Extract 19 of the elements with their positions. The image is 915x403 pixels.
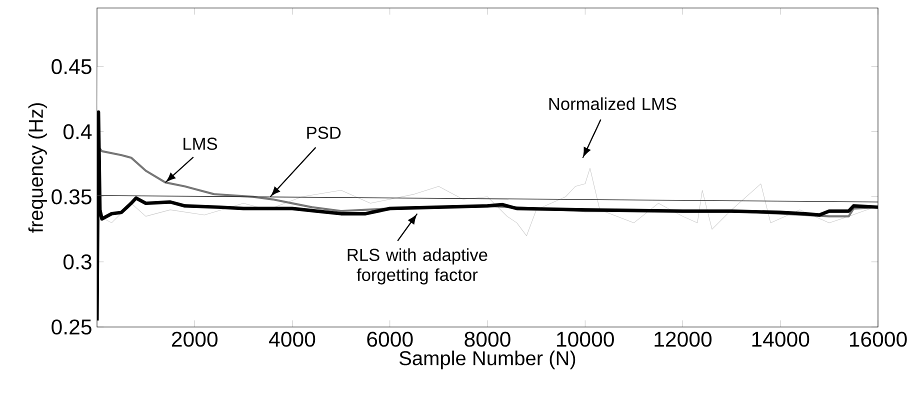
annotation: RLS with adaptive forgetting factor <box>348 248 488 284</box>
y-tick-label: 0.35 <box>52 189 92 204</box>
y-axis-title: frequency (Hz) <box>28 103 47 233</box>
y-tick-label: 0.4 <box>63 124 92 140</box>
y-tick-label: 0.3 <box>63 254 92 270</box>
x-tick-label: 16000 <box>850 332 907 347</box>
annotation: LMS <box>184 138 218 150</box>
x-tick-label: 4000 <box>269 332 316 347</box>
x-tick-label: 8000 <box>464 332 510 347</box>
x-tick-label: 2000 <box>172 332 218 347</box>
x-tick-label: 6000 <box>367 332 413 347</box>
y-tick-label: 0.25 <box>52 319 92 335</box>
x-tick-label: 10000 <box>557 332 614 347</box>
x-tick-label: 14000 <box>752 332 810 347</box>
annotation: PSD <box>307 126 341 139</box>
y-tick-label: 0.45 <box>52 59 92 74</box>
x-tick-label: 12000 <box>654 332 712 347</box>
x-axis-title: Sample Number (N) <box>399 350 576 370</box>
annotation: Normalized LMS <box>549 97 676 110</box>
